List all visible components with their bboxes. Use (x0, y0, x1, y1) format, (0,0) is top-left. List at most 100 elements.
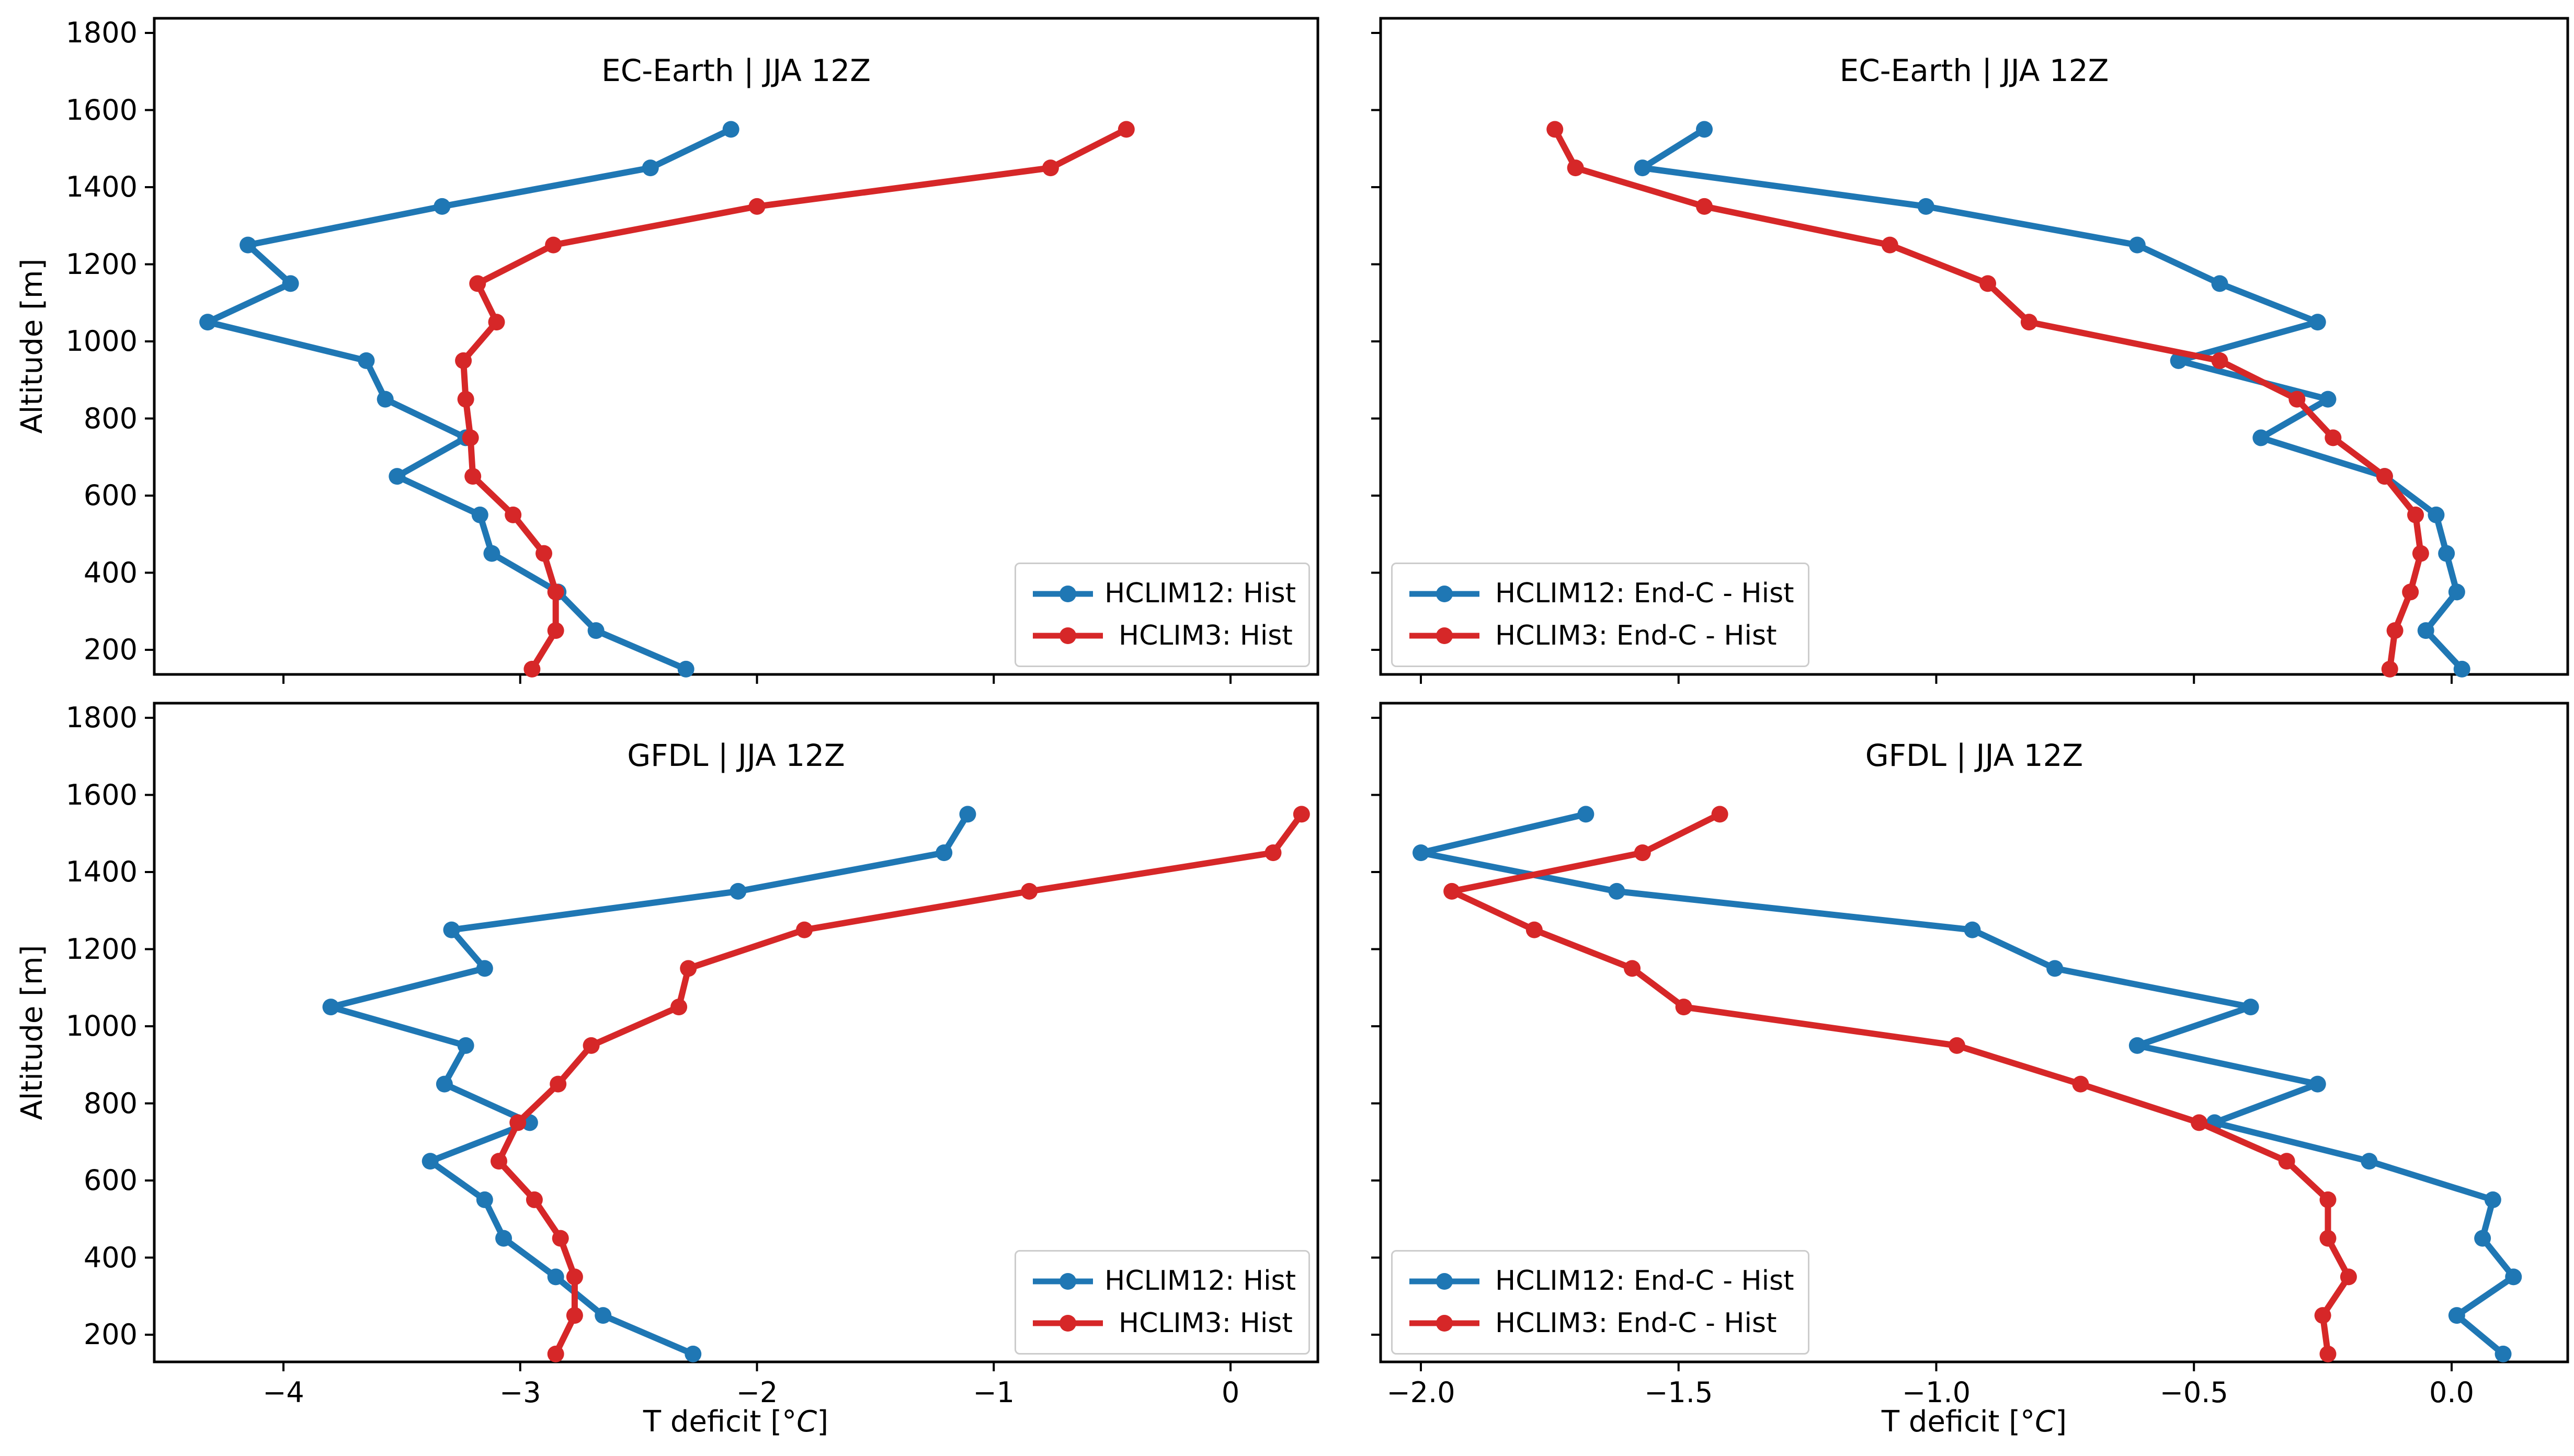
legend-line-hclim3-icon (1033, 627, 1103, 645)
legend-label: HCLIM12: Hist (1104, 1265, 1296, 1297)
data-point (377, 391, 394, 408)
x-tick-label: −4 (263, 1376, 304, 1409)
data-point (1675, 999, 1692, 1016)
legend-entry: HCLIM3: End-C - Hist (1405, 620, 1795, 651)
data-point (471, 506, 488, 523)
data-point (1964, 921, 1981, 938)
data-point (509, 1114, 527, 1131)
y-tick-label: 1400 (65, 855, 138, 888)
data-point (2412, 545, 2429, 562)
data-point (1443, 882, 1461, 900)
y-tick-label: 600 (83, 479, 138, 512)
data-point (2438, 545, 2455, 562)
data-point (2428, 506, 2445, 523)
data-point (1577, 806, 1594, 823)
data-point (2046, 960, 2064, 977)
data-point (550, 1075, 567, 1093)
data-point (476, 960, 493, 977)
data-point (2386, 622, 2404, 639)
data-point (2402, 583, 2419, 601)
x-axis-label-right: T deficit [°C] (1660, 1407, 2288, 1437)
data-point (2319, 1230, 2337, 1247)
data-point (552, 1230, 569, 1247)
data-point (1917, 198, 1934, 215)
panel-top-right (1371, 17, 2569, 684)
data-point (587, 622, 605, 639)
data-point (2381, 660, 2398, 678)
data-point (2128, 236, 2146, 254)
data-point (583, 1037, 600, 1054)
data-point (2325, 429, 2342, 446)
legend-line-hclim12-icon (1409, 585, 1479, 602)
data-point (1948, 1037, 1965, 1054)
y-tick-label: 1200 (65, 932, 138, 966)
y-tick-label: 1800 (65, 16, 138, 49)
data-point (2319, 1345, 2337, 1362)
data-point (2072, 1075, 2089, 1093)
data-point (2319, 1191, 2337, 1208)
x-tick-label: −2 (736, 1376, 778, 1409)
data-point (2453, 660, 2470, 678)
data-point (483, 545, 500, 562)
data-point (2495, 1345, 2512, 1362)
data-point (536, 545, 553, 562)
data-point (2309, 1075, 2326, 1093)
data-point (2211, 275, 2228, 292)
data-point (469, 275, 486, 292)
data-point (1042, 159, 1059, 177)
data-point (1413, 844, 1429, 862)
data-point (1696, 198, 1713, 215)
data-point (2340, 1268, 2357, 1286)
data-point (2278, 1153, 2295, 1170)
data-point (1979, 275, 1997, 292)
data-point (282, 275, 299, 292)
y-tick-label: 1800 (65, 701, 138, 734)
legend-entry: HCLIM12: Hist (1029, 1266, 1296, 1297)
y-tick-label: 1400 (65, 170, 138, 203)
panel-bottom-right (1371, 702, 2569, 1371)
x-axis-label-left-c: C (796, 1405, 817, 1439)
data-point (455, 352, 472, 369)
data-point (1567, 159, 1584, 177)
y-tick-label: 800 (83, 402, 138, 435)
data-point (199, 314, 217, 331)
data-point (2288, 391, 2306, 408)
data-point (936, 844, 953, 862)
data-point (443, 921, 460, 938)
data-point (2417, 622, 2434, 639)
x-tick-label: 0.0 (2429, 1376, 2474, 1409)
data-point (547, 1345, 564, 1362)
legend-bottom-right: HCLIM12: End-C - Hist HCLIM3: End-C - Hi… (1391, 1250, 1809, 1355)
data-point (2407, 506, 2424, 523)
data-point (566, 1268, 583, 1286)
data-point (1546, 121, 1564, 138)
x-tick-label: −3 (499, 1376, 541, 1409)
axes-box-bottom-left (153, 702, 1319, 1363)
data-point (547, 1268, 564, 1286)
data-point (2191, 1114, 2208, 1131)
data-point (436, 1075, 453, 1093)
data-point (670, 999, 688, 1016)
data-point (2170, 352, 2187, 369)
data-point (2252, 429, 2270, 446)
legend-line-hclim12-icon (1409, 1272, 1479, 1290)
data-point (240, 236, 257, 254)
x-axis-label-left-suffix: ] (817, 1405, 829, 1439)
legend-label: HCLIM3: Hist (1119, 620, 1293, 651)
legend-entry: HCLIM3: Hist (1029, 620, 1296, 651)
x-axis-label-left: T deficit [°C] (422, 1407, 1050, 1437)
x-tick-label: −0.5 (2159, 1376, 2228, 1409)
data-point (748, 198, 766, 215)
data-point (2319, 391, 2337, 408)
legend-label: HCLIM12: End-C - Hist (1495, 1265, 1794, 1297)
legend-label: HCLIM12: End-C - Hist (1495, 578, 1794, 610)
data-point (2211, 352, 2228, 369)
data-point (566, 1307, 583, 1324)
legend-entry: HCLIM12: End-C - Hist (1405, 1266, 1795, 1297)
legend-label: HCLIM3: End-C - Hist (1495, 620, 1777, 651)
legend-line-hclim3-icon (1033, 1315, 1103, 1332)
y-tick-label: 200 (83, 1318, 138, 1351)
data-point (526, 1191, 543, 1208)
data-point (2505, 1268, 2522, 1286)
